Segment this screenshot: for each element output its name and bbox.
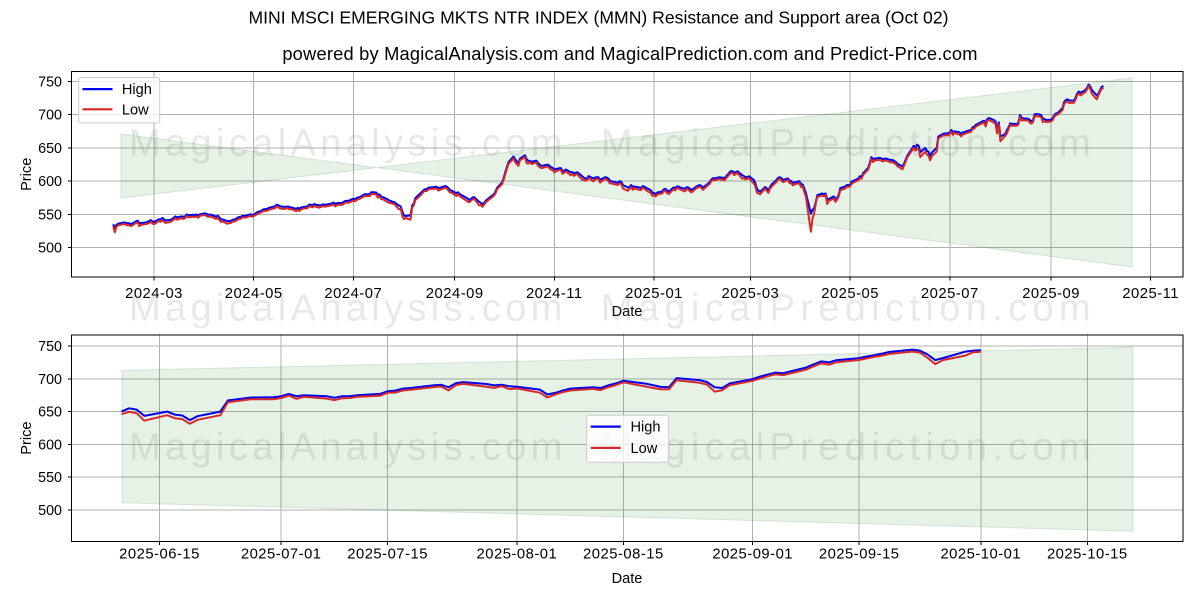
svg-text:500: 500 xyxy=(38,241,62,257)
svg-text:2025-09-01: 2025-09-01 xyxy=(712,546,793,562)
svg-text:Low: Low xyxy=(631,441,658,457)
svg-text:550: 550 xyxy=(38,207,62,223)
svg-text:2025-09-15: 2025-09-15 xyxy=(819,546,900,562)
svg-text:MagicalAnalysis.com: MagicalAnalysis.com xyxy=(129,287,567,329)
svg-text:powered by MagicalAnalysis.com: powered by MagicalAnalysis.com and Magic… xyxy=(282,43,977,64)
svg-text:MagicalPrediction.com: MagicalPrediction.com xyxy=(601,287,1096,329)
svg-text:MagicalAnalysis.com: MagicalAnalysis.com xyxy=(129,426,567,468)
svg-text:MagicalPrediction.com: MagicalPrediction.com xyxy=(601,123,1096,165)
svg-text:2025-11: 2025-11 xyxy=(1122,286,1179,302)
svg-text:2025-01: 2025-01 xyxy=(625,286,683,302)
svg-text:600: 600 xyxy=(38,174,62,190)
svg-text:2025-08-15: 2025-08-15 xyxy=(583,546,664,562)
svg-text:2024-05: 2024-05 xyxy=(225,286,283,302)
svg-text:2025-08-01: 2025-08-01 xyxy=(477,546,558,562)
svg-text:Low: Low xyxy=(122,102,149,118)
svg-text:MINI MSCI EMERGING MKTS NTR IN: MINI MSCI EMERGING MKTS NTR INDEX (MMN) … xyxy=(249,8,949,28)
svg-text:750: 750 xyxy=(38,339,62,355)
svg-text:Price: Price xyxy=(19,158,35,191)
svg-text:2025-07-15: 2025-07-15 xyxy=(347,546,428,562)
svg-text:700: 700 xyxy=(38,108,62,124)
svg-text:2025-10-01: 2025-10-01 xyxy=(940,546,1021,562)
svg-text:2025-06-15: 2025-06-15 xyxy=(119,546,200,562)
svg-text:700: 700 xyxy=(38,372,62,388)
svg-text:Date: Date xyxy=(612,304,643,320)
svg-text:2024-09: 2024-09 xyxy=(426,286,484,302)
svg-text:2024-07: 2024-07 xyxy=(324,286,382,302)
svg-text:500: 500 xyxy=(38,503,62,519)
svg-text:High: High xyxy=(122,82,152,98)
svg-text:MagicalPrediction.com: MagicalPrediction.com xyxy=(601,426,1096,468)
svg-text:2024-03: 2024-03 xyxy=(125,286,183,302)
svg-text:2025-07: 2025-07 xyxy=(921,286,979,302)
svg-text:650: 650 xyxy=(38,141,62,157)
svg-text:750: 750 xyxy=(38,75,62,91)
svg-text:600: 600 xyxy=(38,437,62,453)
svg-text:2025-03: 2025-03 xyxy=(721,286,779,302)
svg-text:MagicalAnalysis.com: MagicalAnalysis.com xyxy=(129,123,567,165)
svg-text:2024-11: 2024-11 xyxy=(526,286,583,302)
svg-text:550: 550 xyxy=(38,470,62,486)
svg-text:Date: Date xyxy=(612,571,643,587)
svg-text:2025-07-01: 2025-07-01 xyxy=(241,546,322,562)
svg-text:High: High xyxy=(631,420,661,436)
svg-text:2025-10-15: 2025-10-15 xyxy=(1047,546,1128,562)
svg-text:2025-09: 2025-09 xyxy=(1022,286,1080,302)
svg-text:650: 650 xyxy=(38,405,62,421)
svg-text:2025-05: 2025-05 xyxy=(821,286,879,302)
svg-text:Price: Price xyxy=(19,421,35,454)
